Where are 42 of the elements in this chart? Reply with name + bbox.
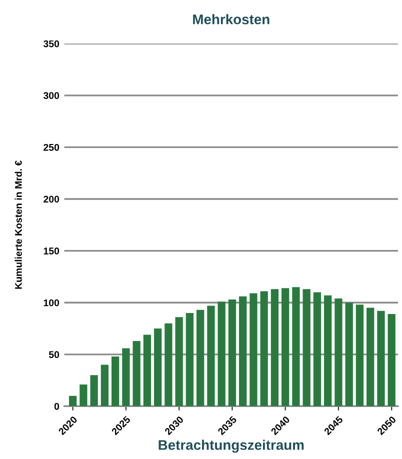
bar bbox=[143, 334, 152, 406]
bar bbox=[292, 287, 300, 406]
y-tick-label: 0 bbox=[54, 402, 60, 410]
bar bbox=[228, 300, 236, 406]
bar bbox=[154, 328, 162, 406]
bar bbox=[377, 310, 385, 406]
bar bbox=[207, 306, 215, 406]
bar bbox=[366, 308, 374, 406]
bar bbox=[90, 375, 98, 406]
bar bbox=[175, 317, 183, 406]
bar bbox=[186, 312, 194, 406]
y-tick-label: 100 bbox=[44, 299, 60, 306]
bar bbox=[218, 302, 226, 406]
bar bbox=[270, 289, 279, 406]
y-axis-title: Kumulierte Kosten in Mrd. € bbox=[14, 160, 22, 289]
y-tick-label: 50 bbox=[48, 351, 60, 358]
bar bbox=[112, 356, 120, 406]
bar bbox=[334, 298, 342, 406]
y-tick-label: 300 bbox=[43, 92, 60, 100]
bar bbox=[388, 314, 396, 406]
bar bbox=[260, 291, 268, 406]
y-tick-label: 250 bbox=[44, 144, 60, 151]
bar bbox=[345, 302, 353, 406]
y-tick-label: 350 bbox=[43, 40, 60, 48]
bar bbox=[122, 348, 130, 406]
y-tick-label: 150 bbox=[44, 248, 60, 254]
bar bbox=[313, 292, 322, 406]
bar bbox=[239, 296, 247, 406]
bar bbox=[100, 364, 109, 406]
bar bbox=[324, 295, 332, 406]
bar bbox=[250, 293, 258, 406]
bar bbox=[68, 396, 77, 406]
bar bbox=[282, 288, 290, 406]
chart-title: Mehrkosten bbox=[193, 14, 270, 24]
bar bbox=[302, 289, 310, 406]
bar bbox=[196, 310, 204, 406]
bar bbox=[356, 304, 364, 406]
bar bbox=[80, 384, 88, 406]
y-tick-label: 200 bbox=[44, 196, 60, 203]
x-axis-title: Betrachtungszeitraum bbox=[158, 440, 304, 453]
bar bbox=[164, 323, 172, 406]
bar bbox=[132, 340, 140, 406]
